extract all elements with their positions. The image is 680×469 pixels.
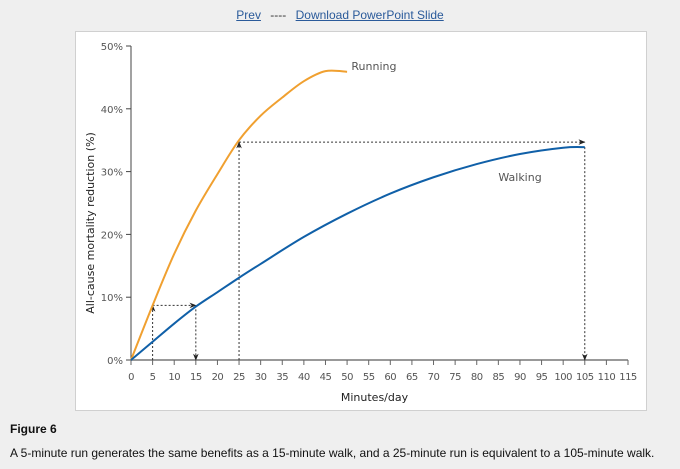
y-tick-label: 50% xyxy=(101,42,123,53)
nav-separator: ---- xyxy=(270,8,287,22)
download-ppt-link[interactable]: Download PowerPoint Slide xyxy=(295,8,444,22)
figure-nav: Prev ---- Download PowerPoint Slide xyxy=(0,8,680,22)
x-tick-label: 40 xyxy=(298,372,310,383)
x-tick-label: 0 xyxy=(128,372,134,383)
x-tick-label: 30 xyxy=(255,372,267,383)
x-tick-label: 20 xyxy=(212,372,224,383)
y-tick-label: 10% xyxy=(101,293,123,304)
x-tick-label: 115 xyxy=(619,372,637,383)
x-tick-label: 90 xyxy=(514,372,526,383)
figure-title: Figure 6 xyxy=(10,422,57,436)
y-tick-label: 30% xyxy=(101,168,123,179)
x-tick-label: 5 xyxy=(150,372,156,383)
x-tick-label: 80 xyxy=(471,372,483,383)
figure-box: 0% 10% 20% 30% 40% 50% 0 5 10 15 20 25 30 35 40 45 50 55 6… xyxy=(75,31,647,411)
series-label-walking: Walking xyxy=(498,171,541,184)
x-tick-label: 10 xyxy=(168,372,180,383)
x-tick-label: 100 xyxy=(554,372,572,383)
series-line-walking xyxy=(130,146,585,361)
x-tick-label: 15 xyxy=(190,372,202,383)
y-tick-label: 0% xyxy=(107,356,123,367)
x-tick-label: 65 xyxy=(406,372,418,383)
figure-caption: A 5-minute run generates the same benefi… xyxy=(10,446,655,460)
x-tick-label: 105 xyxy=(576,372,594,383)
prev-link[interactable]: Prev xyxy=(236,8,261,22)
x-axis-title: Minutes/day xyxy=(341,391,409,404)
x-tick-label: 95 xyxy=(536,372,548,383)
series-line-running xyxy=(130,69,348,361)
y-tick-label: 40% xyxy=(101,105,123,116)
x-tick-label: 45 xyxy=(320,372,332,383)
x-tick-label: 75 xyxy=(449,372,461,383)
chart: 0% 10% 20% 30% 40% 50% 0 5 10 15 20 25 30 35 40 45 50 55 6… xyxy=(84,42,637,404)
y-tick-label: 20% xyxy=(101,230,123,241)
x-tick-label: 35 xyxy=(276,372,288,383)
x-tick-label: 25 xyxy=(233,372,245,383)
series-label-running: Running xyxy=(351,60,396,73)
x-tick-label: 85 xyxy=(492,372,504,383)
x-tick-label: 55 xyxy=(363,372,375,383)
x-tick-label: 110 xyxy=(598,372,616,383)
x-tick-label: 70 xyxy=(428,372,440,383)
x-tick-label: 50 xyxy=(341,372,353,383)
y-axis-title: All-cause mortality reduction (%) xyxy=(84,132,97,313)
x-tick-label: 60 xyxy=(384,372,396,383)
